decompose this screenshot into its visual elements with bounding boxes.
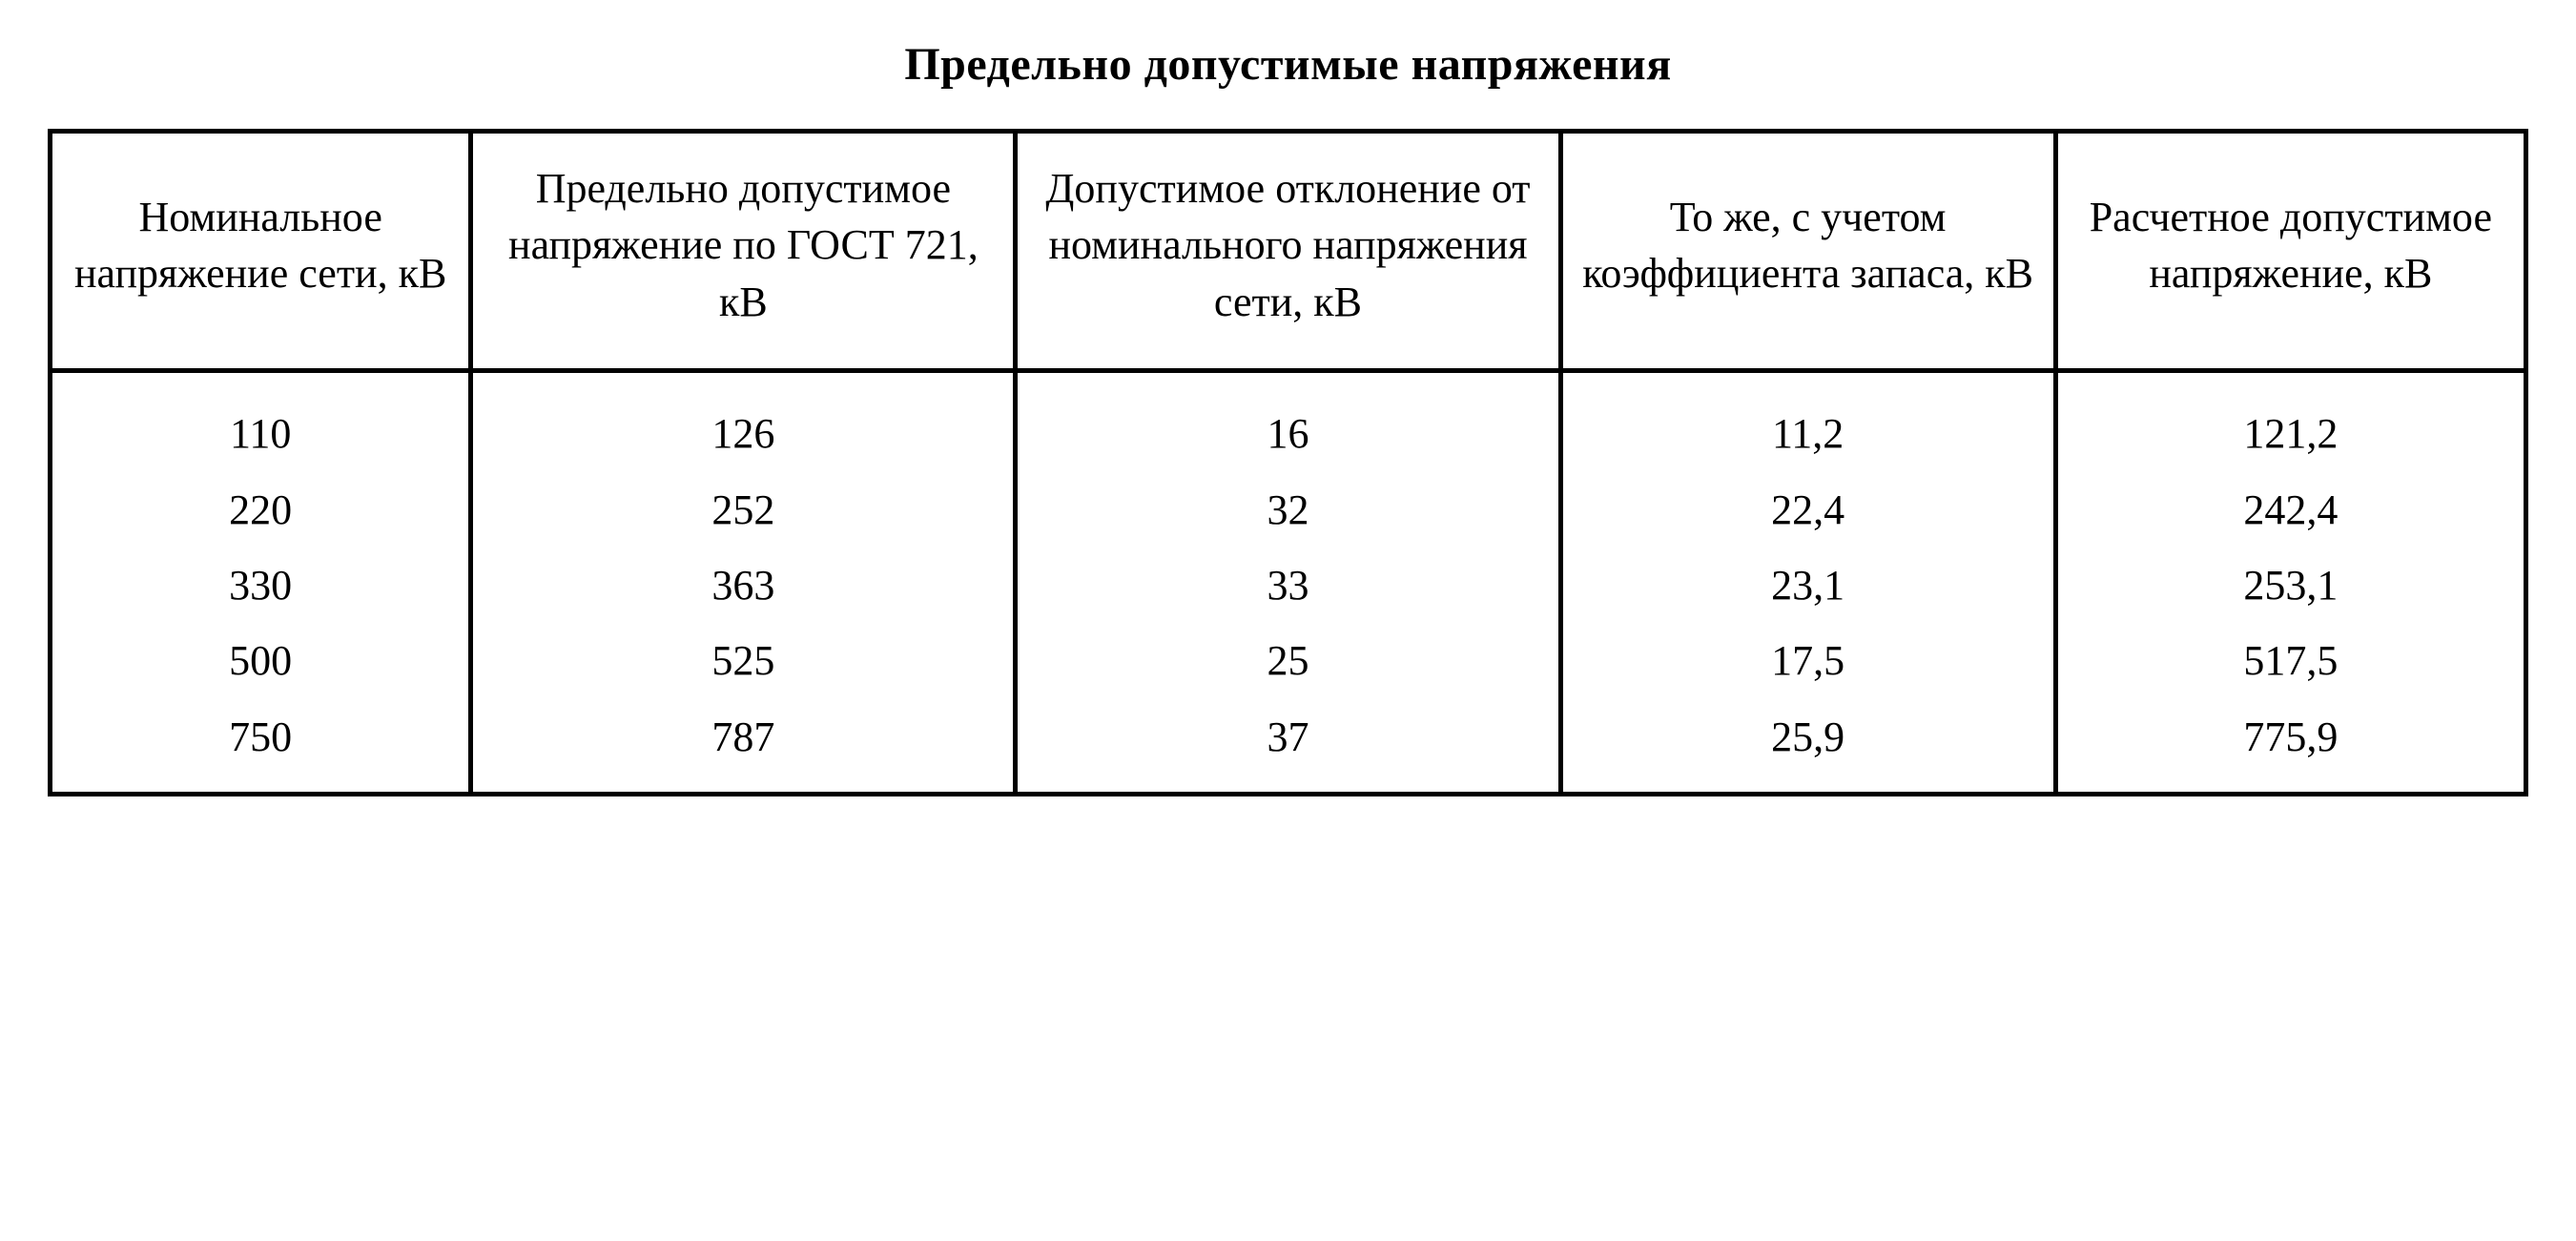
table-cell: 750 xyxy=(51,699,471,795)
table-cell: 33 xyxy=(1016,548,1560,623)
table-cell: 525 xyxy=(471,623,1016,698)
table-cell: 242,4 xyxy=(2055,472,2525,548)
col-header: Номинальное напряжение сети, кВ xyxy=(51,132,471,371)
voltage-table: Номинальное напряжение сети, кВ Предельн… xyxy=(48,129,2528,796)
table-cell: 121,2 xyxy=(2055,371,2525,472)
table-row: 750 787 37 25,9 775,9 xyxy=(51,699,2526,795)
table-cell: 37 xyxy=(1016,699,1560,795)
table-cell: 23,1 xyxy=(1560,548,2055,623)
table-cell: 110 xyxy=(51,371,471,472)
col-header: Допустимое отклонение от номинального на… xyxy=(1016,132,1560,371)
table-row: 500 525 25 17,5 517,5 xyxy=(51,623,2526,698)
table-cell: 787 xyxy=(471,699,1016,795)
table-row: 330 363 33 23,1 253,1 xyxy=(51,548,2526,623)
table-cell: 32 xyxy=(1016,472,1560,548)
table-cell: 126 xyxy=(471,371,1016,472)
table-cell: 220 xyxy=(51,472,471,548)
table-row: 220 252 32 22,4 242,4 xyxy=(51,472,2526,548)
page-title: Предельно допустимые напряжения xyxy=(48,38,2528,91)
table-header-row: Номинальное напряжение сети, кВ Предельн… xyxy=(51,132,2526,371)
table-row: 110 126 16 11,2 121,2 xyxy=(51,371,2526,472)
table-cell: 25 xyxy=(1016,623,1560,698)
table-cell: 330 xyxy=(51,548,471,623)
col-header: Предельно допустимое напряжение по ГОСТ … xyxy=(471,132,1016,371)
table-cell: 11,2 xyxy=(1560,371,2055,472)
table-cell: 16 xyxy=(1016,371,1560,472)
table-cell: 17,5 xyxy=(1560,623,2055,698)
table-cell: 500 xyxy=(51,623,471,698)
table-cell: 252 xyxy=(471,472,1016,548)
table-cell: 363 xyxy=(471,548,1016,623)
table-cell: 253,1 xyxy=(2055,548,2525,623)
table-cell: 517,5 xyxy=(2055,623,2525,698)
table-cell: 25,9 xyxy=(1560,699,2055,795)
col-header: То же, с учетом коэффициента запаса, кВ xyxy=(1560,132,2055,371)
col-header: Расчетное допустимое напряжение, кВ xyxy=(2055,132,2525,371)
table-cell: 22,4 xyxy=(1560,472,2055,548)
table-cell: 775,9 xyxy=(2055,699,2525,795)
